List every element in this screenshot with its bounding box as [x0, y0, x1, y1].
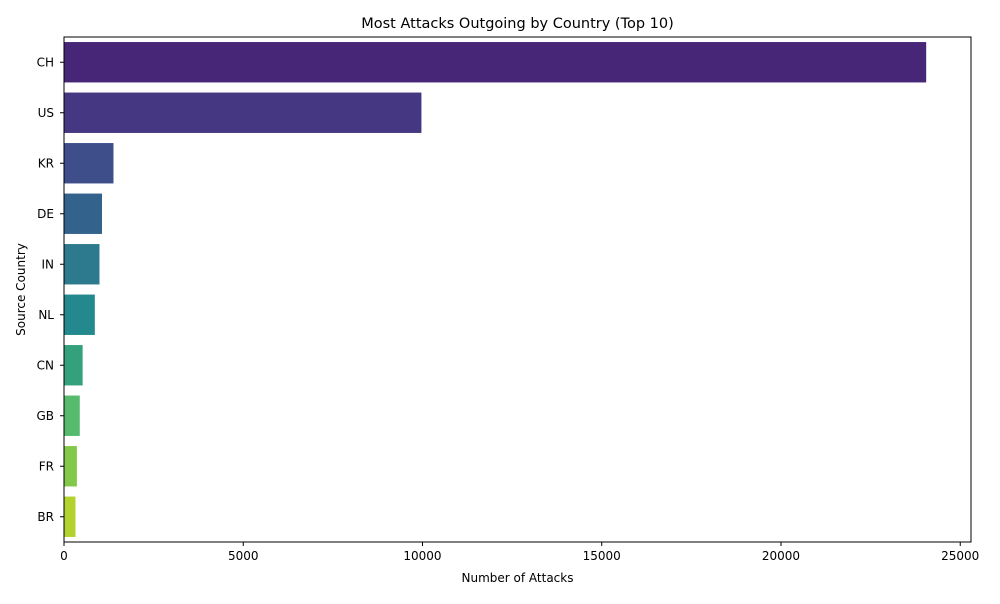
x-tick-label: 20000	[762, 549, 800, 563]
y-tick-label: CH	[37, 55, 54, 69]
y-tick-label: BR	[37, 510, 54, 524]
chart-title: Most Attacks Outgoing by Country (Top 10…	[361, 16, 674, 32]
y-tick-label: CN	[37, 358, 54, 372]
bar-us	[64, 92, 422, 133]
x-axis-ticks: 0 5000 10000 15000 20000 25000	[60, 542, 979, 563]
x-tick-label: 10000	[403, 549, 441, 563]
bar-ch	[64, 42, 927, 83]
x-tick-label: 15000	[583, 549, 621, 563]
bar-de	[64, 193, 103, 234]
y-tick-label: KR	[38, 156, 54, 170]
y-tick-label: GB	[36, 409, 54, 423]
y-tick-label: IN	[41, 257, 54, 271]
bar-br	[64, 496, 76, 537]
y-tick-label: FR	[39, 459, 54, 473]
x-tick-label: 5000	[228, 549, 259, 563]
x-axis-label: Number of Attacks	[462, 571, 574, 585]
bar-nl	[64, 294, 95, 335]
y-tick-label: DE	[37, 207, 54, 221]
y-tick-label: NL	[38, 308, 54, 322]
bar-cn	[64, 345, 83, 386]
y-axis-label: Source Country	[14, 243, 28, 336]
bar-gb	[64, 395, 80, 436]
bar-in	[64, 244, 100, 285]
x-tick-label: 25000	[941, 549, 979, 563]
x-tick-label: 0	[60, 549, 68, 563]
y-tick-label: US	[38, 106, 54, 120]
bars-group	[64, 42, 927, 537]
bar-kr	[64, 143, 114, 184]
bar-fr	[64, 446, 77, 487]
plot-frame	[63, 36, 972, 543]
y-axis-ticks: CH US KR DE IN NL CN GB FR BR	[36, 55, 64, 524]
